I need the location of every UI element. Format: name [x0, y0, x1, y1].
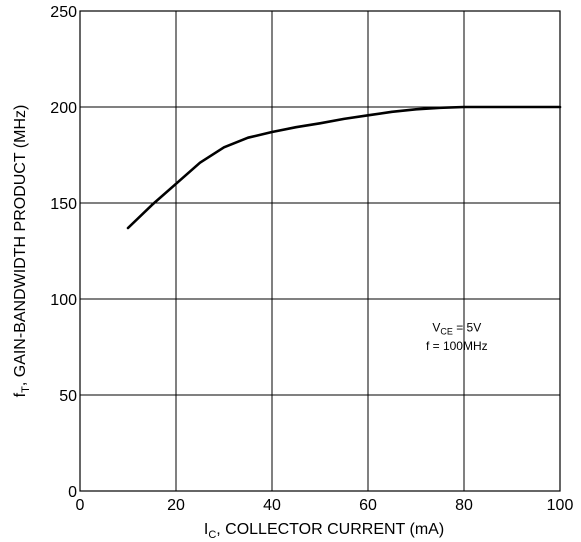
- y-tick-label: 150: [50, 196, 77, 213]
- x-tick-label: 0: [76, 497, 85, 514]
- x-tick-label: 80: [455, 497, 473, 514]
- ft-vs-ic-curve: [126, 105, 562, 230]
- x-tick-labels: 0 20 40 60 80 100: [76, 497, 574, 514]
- y-tick-label: 100: [50, 292, 77, 309]
- y-tick-label: 0: [68, 484, 77, 501]
- test-conditions-annotation: VCE = 5V f = 100MHz: [426, 321, 488, 353]
- x-tick-label: 60: [359, 497, 377, 514]
- vce-condition: VCE = 5V: [432, 321, 481, 337]
- y-tick-label: 50: [59, 388, 77, 405]
- y-tick-labels: 0 50 100 150 200 250: [50, 4, 77, 501]
- x-tick-label: 20: [167, 497, 185, 514]
- y-tick-label: 200: [50, 100, 77, 117]
- frequency-condition: f = 100MHz: [426, 339, 488, 353]
- y-axis-title: fT, GAIN-BANDWIDTH PRODUCT (MHz): [12, 105, 32, 398]
- x-tick-label: 40: [263, 497, 281, 514]
- x-axis-title: IC, COLLECTOR CURRENT (mA): [204, 521, 444, 541]
- plot-frame: [79, 10, 561, 492]
- y-tick-label: 250: [50, 4, 77, 21]
- x-tick-label: 100: [547, 497, 574, 514]
- chart-grid: [80, 11, 560, 491]
